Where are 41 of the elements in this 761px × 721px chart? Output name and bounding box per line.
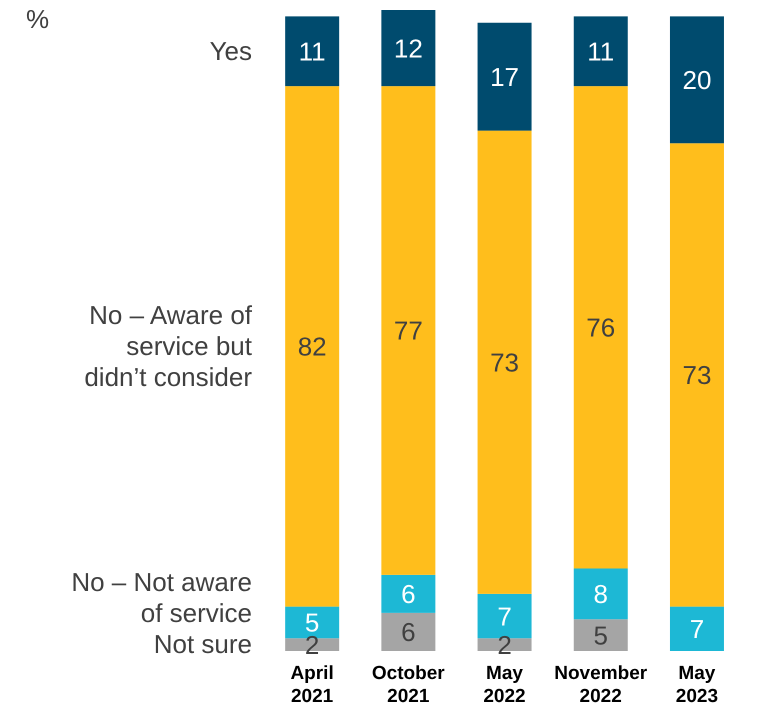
- data-label: 11: [298, 36, 326, 66]
- data-label: 11: [587, 36, 614, 66]
- text: %: [26, 4, 50, 35]
- data-label: 6: [401, 579, 416, 610]
- x-tick-label: May 2023: [676, 663, 718, 707]
- bar: [574, 619, 628, 651]
- x-tick-label: November 2022: [554, 663, 648, 707]
- bar: [381, 10, 436, 86]
- bar: [381, 574, 436, 613]
- bar: [574, 86, 628, 568]
- data-label: 73: [490, 347, 520, 378]
- data-label: 7: [690, 614, 704, 644]
- x-tick-label: May 2022: [483, 663, 526, 707]
- data-label: 17: [490, 62, 520, 92]
- x-tick-label: October 2021: [372, 663, 446, 707]
- bar: [478, 22, 532, 131]
- bar: [381, 86, 436, 575]
- bar: [670, 606, 724, 651]
- data-label: 20: [682, 65, 712, 96]
- data-label: 7: [497, 601, 512, 632]
- bar: [670, 16, 724, 144]
- data-label: 8: [594, 579, 608, 610]
- x-tick-label: April 2021: [290, 663, 334, 707]
- series-label: Yes: [210, 36, 252, 67]
- data-label: 73: [682, 360, 712, 390]
- data-label: 6: [401, 617, 416, 648]
- bar: [670, 143, 724, 607]
- data-label: 76: [586, 312, 616, 343]
- series-label: Not sure: [154, 629, 252, 660]
- series-label: No – Not aware of service: [71, 567, 252, 630]
- bar: [574, 16, 628, 86]
- bar: [285, 16, 340, 86]
- data-label: 12: [394, 33, 423, 64]
- bar: [574, 568, 628, 620]
- data-label: 5: [594, 620, 608, 650]
- data-label: 82: [298, 332, 327, 362]
- series-label: No – Aware of service but didn’t consider: [84, 300, 252, 393]
- bar: [381, 612, 436, 651]
- bar: [478, 130, 532, 594]
- data-label: 77: [394, 316, 423, 346]
- bar: [285, 86, 340, 607]
